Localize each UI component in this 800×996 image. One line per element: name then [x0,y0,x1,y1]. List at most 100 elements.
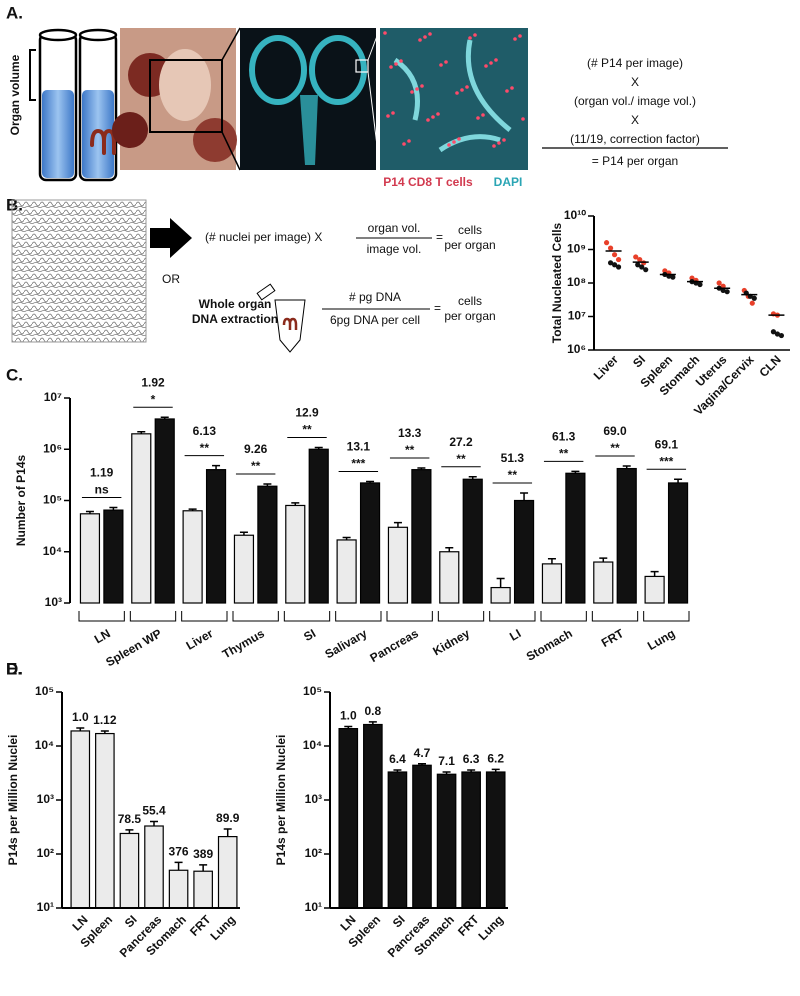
cell-dot [386,114,390,118]
bar [308,448,329,604]
y-tick-label: 10¹⁰ [564,208,586,222]
bar [644,575,665,604]
zoom-line [367,71,381,171]
y-tick-label: 10⁵ [303,684,322,698]
cell-dot [439,63,443,67]
bar [363,723,383,909]
significance: ** [610,441,620,455]
nuclei-text: (# nuclei per image) X [205,230,322,244]
cell-dot [418,38,422,42]
bar [285,504,306,604]
y-tick-label: 10⁶ [567,342,586,356]
panel-label: C. [6,365,23,384]
error-bar [622,465,631,469]
bar [513,499,535,604]
error-bar [263,483,272,487]
error-bar [100,730,109,734]
data-point [716,280,722,286]
fold-change: 69.0 [603,424,627,438]
data-point [615,256,622,263]
fold-change: 6.3 [463,752,480,766]
zoomed-image [380,28,528,170]
error-bar [599,557,608,563]
bar [338,728,359,909]
error-bar [650,570,659,577]
error-bar [520,492,529,501]
bar [593,561,614,604]
error-bar [393,769,402,772]
fold-change: 1.92 [141,375,165,389]
x-tick-label: Kidney [430,626,472,658]
data-point [607,260,614,266]
data-point [774,331,781,337]
data-point [607,245,614,251]
group-bracket [181,611,228,622]
group-bracket [591,611,639,622]
y-tick-label: 10³ [37,792,54,806]
data-point [615,264,622,270]
group-bracket [78,611,125,622]
significance: * [151,392,156,406]
cell-dot [518,34,522,38]
bar [439,551,460,604]
error-bar [239,531,248,536]
y-tick-label: 10² [305,846,322,860]
group-bracket [283,611,331,622]
bracket [29,49,36,101]
error-bar [85,510,94,514]
significance: ** [251,459,261,473]
error-bar [137,430,146,434]
bar [154,418,175,604]
formula-line: X [631,113,639,127]
x-tick-label: Stomach [524,626,575,663]
fold-change: 61.3 [552,430,576,444]
cell-dot [510,86,514,90]
cell-dot [447,143,451,147]
fold-change: 1.0 [72,710,89,724]
y-tick-label: 10⁴ [35,738,54,752]
group-bracket [386,611,433,622]
fold-change: 1.12 [93,713,117,727]
cell-dot [457,137,461,141]
cell-dot [492,144,496,148]
x-tick-label: Lung [475,912,506,943]
formula-line: (# P14 per image) [587,56,683,70]
y-tick-label: 10⁷ [44,390,62,404]
error-bar [467,769,476,772]
error-bar [212,464,221,470]
zoom-line [221,131,241,171]
numerator: # pg DNA [349,290,401,304]
error-bar [674,478,683,483]
formula-line: (organ vol./ image vol.) [574,94,696,108]
cell-dot [497,141,501,145]
equals: = [436,230,443,244]
significance: *** [659,454,673,468]
bar [616,467,637,604]
bar [168,869,189,909]
equals: = [434,301,441,315]
y-tick-label: 10⁷ [568,309,586,323]
error-bar [417,467,426,470]
error-bar [496,577,505,588]
bar [233,534,255,604]
result-bottom: per organ [444,238,495,252]
error-bar [468,476,477,480]
y-tick-label: 10³ [305,792,322,806]
cell-dot [494,58,498,62]
x-tick-label: LI [507,626,523,643]
y-tick-label: 10⁵ [43,493,62,507]
bar [336,539,357,604]
error-bar [199,864,208,872]
y-axis-label: Total Nucleated Cells [550,222,564,343]
fold-change: 6.2 [487,751,504,765]
bar [461,771,481,909]
cell-dot [391,111,395,115]
x-tick-label: Spleen WP [103,626,164,669]
y-tick-label: 10⁹ [567,242,586,256]
significance: ** [508,468,518,482]
error-bar [366,480,375,483]
cell-dot [481,113,485,117]
data-point [770,329,777,335]
y-tick-label: 10⁸ [567,275,586,289]
